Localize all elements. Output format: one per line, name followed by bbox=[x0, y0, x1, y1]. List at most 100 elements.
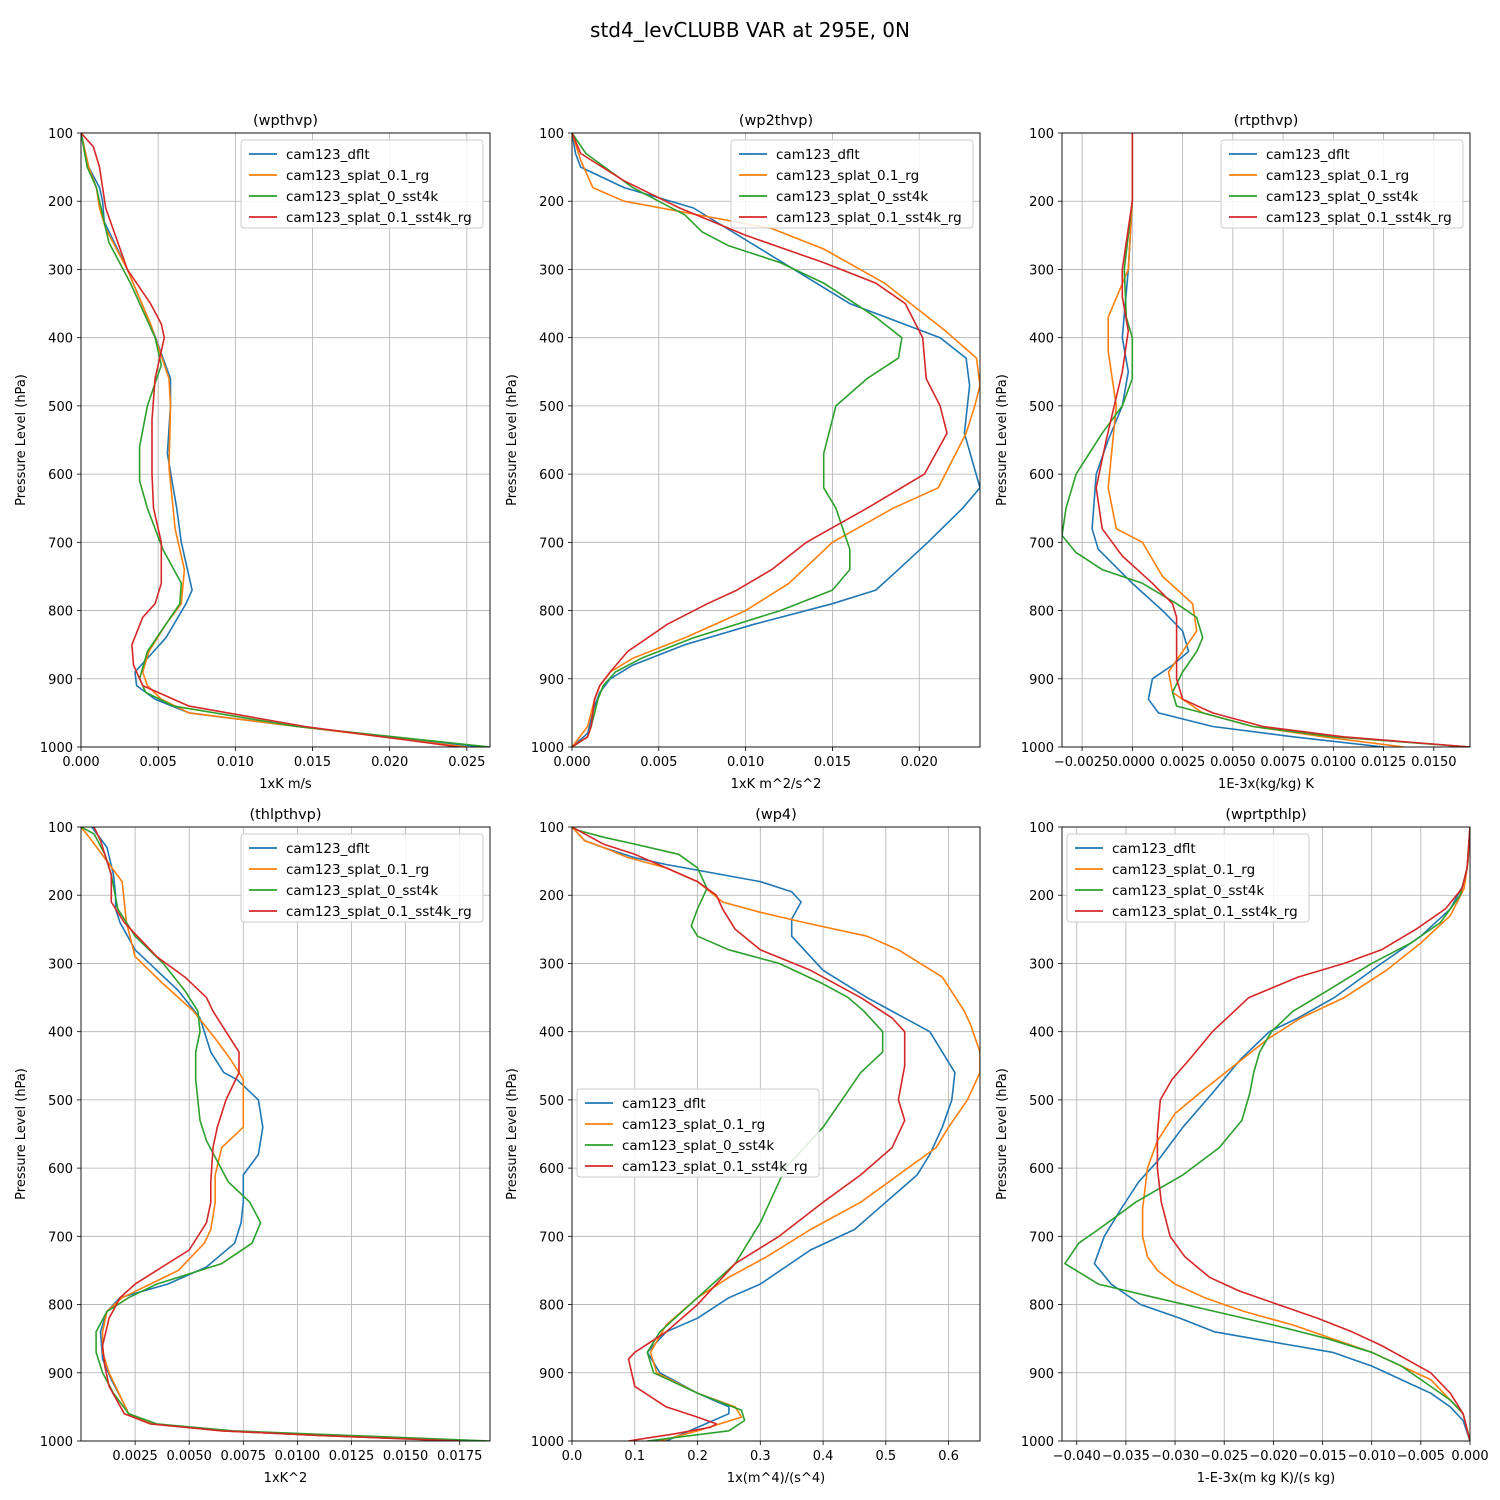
legend-label: cam123_dflt bbox=[286, 841, 370, 857]
x-tick-label: 0.0000 bbox=[1110, 755, 1156, 770]
legend-label: cam123_splat_0_sst4k bbox=[776, 189, 928, 205]
x-tick-label: 0.0150 bbox=[383, 1449, 429, 1464]
y-tick-label: 600 bbox=[539, 468, 564, 483]
series-group bbox=[1064, 827, 1470, 1441]
y-tick-label: 100 bbox=[539, 821, 564, 836]
y-tick-label: 600 bbox=[1029, 468, 1054, 483]
legend-label: cam123_splat_0_sst4k bbox=[622, 1138, 774, 1154]
x-axis-label: 1-E-3x(m kg K)/(s kg) bbox=[1197, 1471, 1335, 1486]
legend-label: cam123_splat_0_sst4k bbox=[286, 883, 438, 899]
x-axis-label: 1xK m/s bbox=[259, 777, 312, 792]
y-tick-label: 200 bbox=[48, 889, 73, 904]
legend-box bbox=[576, 1088, 820, 1178]
plot-area bbox=[81, 827, 490, 1441]
panels-container: 0.000 0.005 0.010 0.015 0.020 0.025 100 200 300 4… bbox=[14, 113, 1489, 1486]
panel-title: (wprtpthlp) bbox=[1225, 807, 1306, 823]
x-tick-label: 0.005 bbox=[140, 755, 177, 770]
series-line-cam123_splat_0.1_rg bbox=[1107, 133, 1404, 747]
legend-box bbox=[240, 833, 484, 923]
y-tick-label: 100 bbox=[1029, 127, 1054, 142]
y-tick-label: 200 bbox=[539, 195, 564, 210]
axes-frame bbox=[571, 132, 981, 748]
legend-label: cam123_splat_0.1_sst4k_rg bbox=[286, 210, 472, 226]
y-tick-label: 800 bbox=[539, 605, 564, 620]
y-tick-label: 400 bbox=[1029, 1026, 1054, 1041]
x-tick-label: −0.005 bbox=[1397, 1449, 1445, 1464]
series-line-cam123_splat_0.1_rg bbox=[81, 133, 467, 747]
y-tick-label: 200 bbox=[1029, 195, 1054, 210]
axes-frame bbox=[80, 826, 491, 1442]
axes-frame bbox=[1061, 826, 1471, 1442]
legend: cam123_dflt cam123_splat_0.1_rg cam123_spl… bbox=[1220, 139, 1464, 229]
y-tick-label: 100 bbox=[1029, 821, 1054, 836]
y-tick-label: 300 bbox=[539, 263, 564, 278]
legend-label: cam123_dflt bbox=[286, 147, 370, 163]
x-tick-label: 0.0050 bbox=[166, 1449, 212, 1464]
y-axis-label: Pressure Level (hPa) bbox=[14, 1068, 29, 1200]
x-tick-label: 0.010 bbox=[217, 755, 254, 770]
y-tick-label: 1000 bbox=[40, 1435, 73, 1450]
x-tick-label: 0.015 bbox=[294, 755, 331, 770]
x-tick-label: 0.2 bbox=[687, 1449, 708, 1464]
series-line-cam123_splat_0_sst4k bbox=[572, 827, 884, 1441]
panel-title: (wp4) bbox=[755, 807, 797, 823]
series-group bbox=[81, 827, 490, 1441]
x-tick-label: 0.4 bbox=[813, 1449, 834, 1464]
x-tick-label: −0.015 bbox=[1298, 1449, 1346, 1464]
x-tick-label: 0.000 bbox=[553, 755, 590, 770]
plot-area bbox=[572, 133, 980, 747]
y-tick-label: 500 bbox=[1029, 1094, 1054, 1109]
y-tick-label: 300 bbox=[1029, 957, 1054, 972]
legend-label: cam123_splat_0.1_rg bbox=[286, 168, 429, 184]
y-tick-label: 200 bbox=[1029, 889, 1054, 904]
legend: cam123_dflt cam123_splat_0.1_rg cam123_spl… bbox=[240, 139, 484, 229]
y-tick-label: 500 bbox=[539, 1094, 564, 1109]
chart-panel-5: 0.0 0.1 0.2 0.3 0.4 0.5 0.6 100 200 300 400 500 600 7… bbox=[505, 807, 981, 1486]
y-tick-label: 800 bbox=[48, 1299, 73, 1314]
x-tick-label: 0.0075 bbox=[1260, 755, 1306, 770]
y-tick-label: 700 bbox=[48, 536, 73, 551]
series-line-cam123_splat_0.1_sst4k_rg bbox=[1095, 133, 1470, 747]
y-tick-label: 600 bbox=[539, 1162, 564, 1177]
axes-frame bbox=[571, 826, 981, 1442]
x-tick-label: 0.005 bbox=[640, 755, 677, 770]
y-tick-label: 800 bbox=[539, 1299, 564, 1314]
x-axis-label: 1x(m^4)/(s^4) bbox=[727, 1471, 825, 1486]
x-tick-label: 0.020 bbox=[371, 755, 408, 770]
x-tick-label: 0.6 bbox=[938, 1449, 959, 1464]
x-tick-label: 0.010 bbox=[727, 755, 764, 770]
legend-label: cam123_splat_0.1_rg bbox=[1112, 862, 1255, 878]
series-line-cam123_splat_0.1_sst4k_rg bbox=[572, 827, 906, 1441]
x-axis-label: 1xK^2 bbox=[264, 1471, 308, 1486]
y-tick-label: 200 bbox=[48, 195, 73, 210]
x-tick-label: 0.025 bbox=[448, 755, 485, 770]
series-group bbox=[572, 133, 980, 747]
legend-box bbox=[730, 139, 974, 229]
y-tick-label: 500 bbox=[48, 400, 73, 415]
x-tick-label: −0.035 bbox=[1102, 1449, 1150, 1464]
series-line-cam123_splat_0.1_sst4k_rg bbox=[81, 133, 460, 747]
axes-frame bbox=[1061, 132, 1471, 748]
y-tick-label: 700 bbox=[539, 536, 564, 551]
y-tick-label: 500 bbox=[539, 400, 564, 415]
plot-area bbox=[1062, 827, 1470, 1441]
legend-label: cam123_dflt bbox=[622, 1096, 706, 1112]
x-tick-label: 0.0025 bbox=[1160, 755, 1206, 770]
y-tick-label: 700 bbox=[1029, 536, 1054, 551]
legend-label: cam123_dflt bbox=[776, 147, 860, 163]
legend-label: cam123_splat_0.1_rg bbox=[1266, 168, 1409, 184]
x-tick-label: 0.1 bbox=[624, 1449, 645, 1464]
y-tick-label: 400 bbox=[48, 1026, 73, 1041]
y-tick-label: 800 bbox=[1029, 605, 1054, 620]
y-tick-label: 100 bbox=[539, 127, 564, 142]
plot-area bbox=[81, 133, 490, 747]
y-tick-label: 400 bbox=[48, 332, 73, 347]
legend-label: cam123_splat_0.1_rg bbox=[286, 862, 429, 878]
chart-panel-4: 0.0025 0.0050 0.0075 0.0100 0.0125 0.0150 0.01… bbox=[14, 807, 491, 1486]
x-tick-label: 0.015 bbox=[814, 755, 851, 770]
x-tick-label: 0.0075 bbox=[221, 1449, 267, 1464]
y-tick-label: 100 bbox=[48, 821, 73, 836]
y-tick-label: 1000 bbox=[40, 741, 73, 756]
series-line-cam123_splat_0_sst4k bbox=[572, 133, 903, 747]
x-tick-label: −0.040 bbox=[1053, 1449, 1101, 1464]
